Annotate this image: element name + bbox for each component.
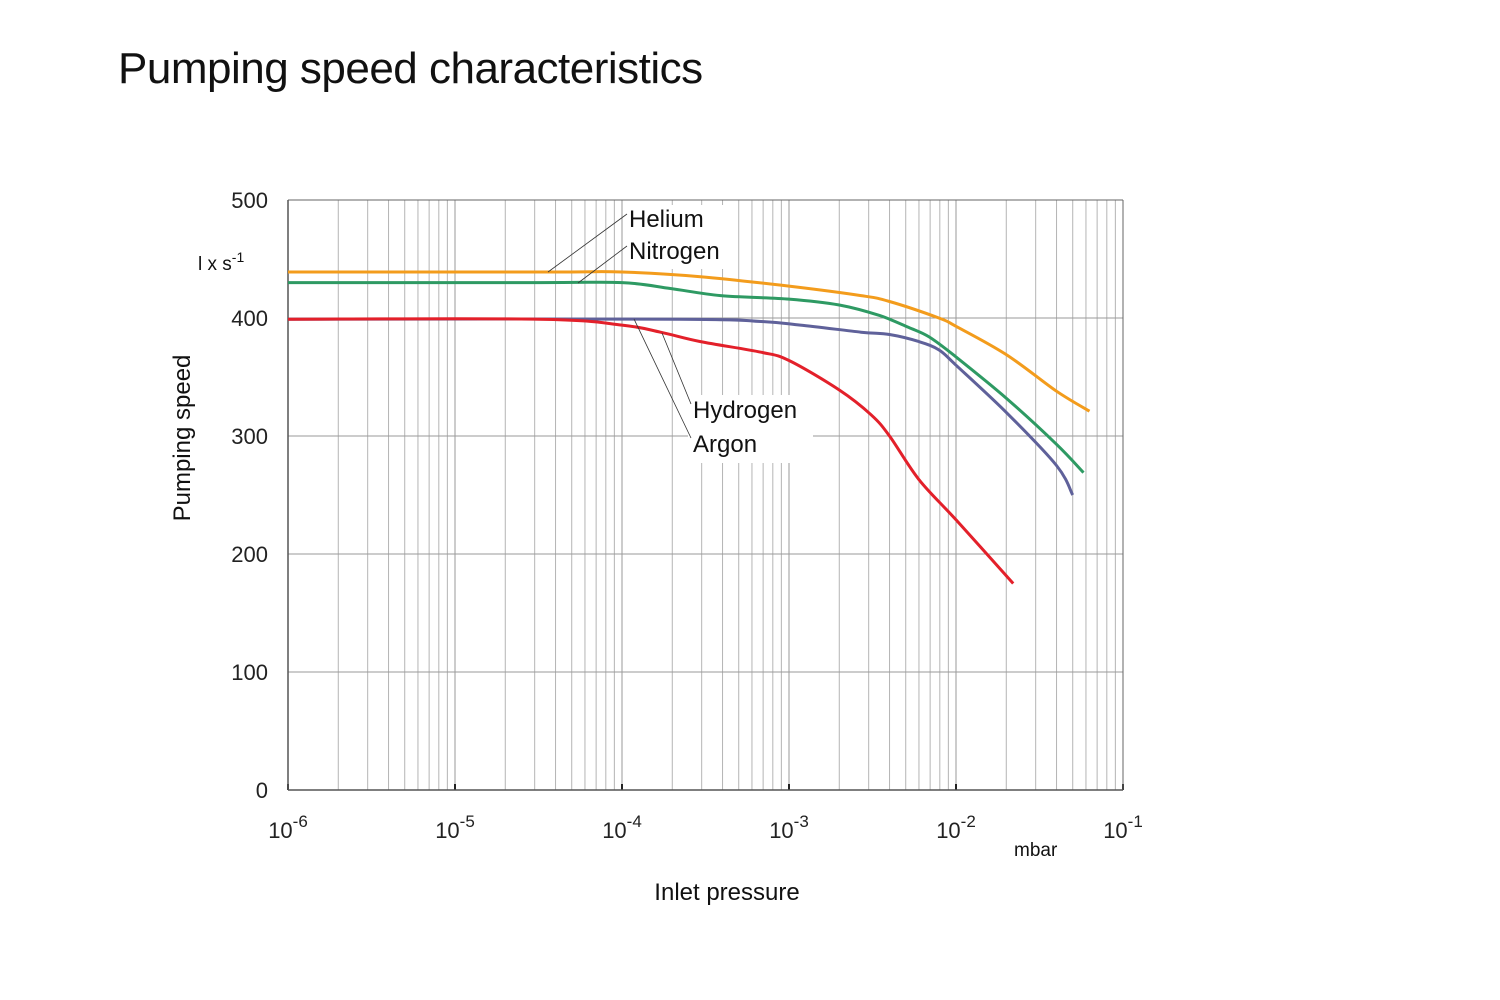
x-tick-base: 10 bbox=[1103, 818, 1127, 843]
plot-frame bbox=[287, 199, 1124, 791]
label-hydrogen: Hydrogen bbox=[693, 397, 797, 424]
y-unit-exponent: -1 bbox=[232, 249, 245, 265]
series-line-argon bbox=[287, 317, 1075, 496]
x-tick-base: 10 bbox=[936, 818, 960, 843]
x-tick-exponent: -5 bbox=[460, 812, 475, 831]
x-tick-base: 10 bbox=[435, 818, 459, 843]
y-unit-text: l x s bbox=[198, 254, 232, 275]
annotation-leader-lines bbox=[547, 213, 692, 439]
label-nitrogen: Nitrogen bbox=[629, 238, 720, 265]
x-tick-label: 10-6 bbox=[268, 812, 308, 843]
x-tick-label: 10-1 bbox=[1103, 812, 1143, 843]
series-line-hydrogen bbox=[287, 317, 1015, 585]
x-axis-title: Inlet pressure bbox=[654, 879, 799, 906]
leader-line-argon bbox=[633, 318, 692, 439]
x-tick-label: 10-3 bbox=[769, 812, 809, 843]
y-tick-label: 200 bbox=[231, 542, 268, 567]
series-line-nitrogen bbox=[288, 280, 1085, 474]
label-backgrounds bbox=[627, 205, 813, 463]
leader-line-helium bbox=[547, 213, 628, 273]
y-tick-label: 300 bbox=[231, 424, 268, 449]
label-helium: Helium bbox=[629, 206, 704, 233]
x-tick-exponent: -3 bbox=[794, 812, 809, 831]
x-tick-base: 10 bbox=[268, 818, 292, 843]
y-axis-title: Pumping speed bbox=[169, 355, 196, 522]
y-tick-label: 400 bbox=[231, 306, 268, 331]
x-tick-exponent: -1 bbox=[1128, 812, 1143, 831]
leader-line-hydrogen bbox=[661, 332, 692, 405]
x-tick-label: 10-2 bbox=[936, 812, 976, 843]
x-tick-exponent: -4 bbox=[627, 812, 642, 831]
y-unit-label: l x s-1 bbox=[198, 249, 244, 275]
y-tick-label: 100 bbox=[231, 660, 268, 685]
x-tick-exponent: -2 bbox=[961, 812, 976, 831]
y-tick-label: 0 bbox=[256, 778, 268, 803]
x-tick-exponent: -6 bbox=[293, 812, 308, 831]
lower-label-background bbox=[688, 395, 813, 463]
series-line-helium bbox=[288, 270, 1091, 413]
x-tick-base: 10 bbox=[602, 818, 626, 843]
minor-gridlines bbox=[337, 200, 1116, 790]
y-tick-label: 500 bbox=[231, 188, 268, 213]
major-gridlines bbox=[287, 199, 1124, 790]
x-unit-label: mbar bbox=[1014, 840, 1058, 861]
label-argon: Argon bbox=[693, 431, 757, 458]
series-lines bbox=[287, 270, 1091, 585]
upper-label-background bbox=[627, 205, 732, 269]
page-title: Pumping speed characteristics bbox=[118, 44, 703, 93]
leader-line-nitrogen bbox=[577, 245, 628, 284]
x-tick-base: 10 bbox=[769, 818, 793, 843]
x-tick-label: 10-4 bbox=[602, 812, 642, 843]
x-tick-label: 10-5 bbox=[435, 812, 475, 843]
